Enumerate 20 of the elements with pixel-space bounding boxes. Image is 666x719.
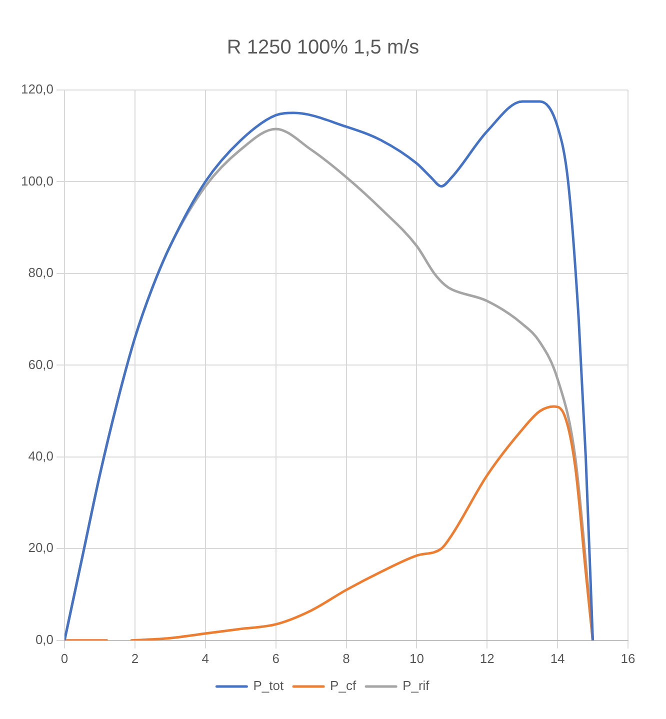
legend-label: P_cf (330, 678, 356, 694)
y-tick-label: 80,0 (28, 265, 54, 280)
y-tick-label: 100,0 (20, 173, 54, 188)
y-tick-label: 40,0 (28, 448, 54, 464)
legend-label: P_rif (402, 678, 430, 694)
y-tick-label: 60,0 (28, 356, 54, 372)
x-tick-label: 2 (131, 650, 139, 666)
x-tick-label: 8 (342, 650, 350, 666)
x-tick-label: 6 (272, 650, 280, 666)
x-tick-label: 14 (550, 650, 565, 666)
legend-label: P_tot (253, 678, 284, 694)
x-tick-label: 0 (60, 650, 68, 666)
y-tick-label: 20,0 (28, 540, 54, 556)
x-tick-label: 16 (620, 650, 636, 666)
y-tick-label: 0,0 (35, 632, 54, 647)
y-tick-label: 120,0 (20, 82, 54, 97)
x-tick-label: 12 (480, 650, 494, 666)
chart-title: R 1250 100% 1,5 m/s (226, 36, 420, 59)
x-tick-label: 10 (409, 650, 424, 666)
x-tick-label: 4 (202, 650, 210, 666)
